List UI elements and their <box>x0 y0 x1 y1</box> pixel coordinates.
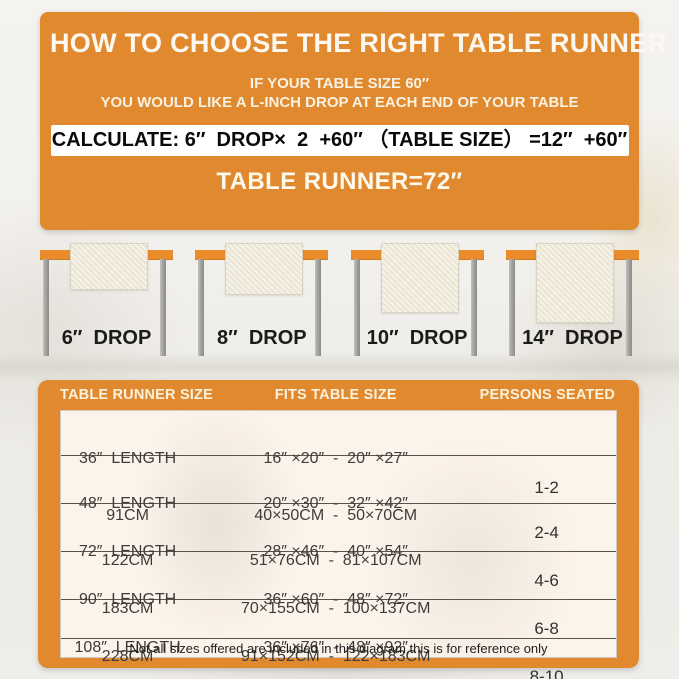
runner-size-cm: 183CM <box>101 600 154 617</box>
calculation-bar: CALCULATE: 6″ DROP× 2 +60″ （TABLE SIZE） … <box>50 125 629 156</box>
table-body: 36″ LENGTH 91CM 16″ ×20″ - 20″ ×27″ 40×5… <box>60 410 617 679</box>
table-row: 36″ LENGTH 91CM 16″ ×20″ - 20″ ×27″ 40×5… <box>61 411 616 524</box>
fits-table-cell: 20″ ×30″ - 32″ ×42″ 51×76CM - 81×107CM <box>194 456 477 608</box>
table-row: 48″ LENGTH 122CM 20″ ×30″ - 32″ ×42″ 51×… <box>61 456 616 569</box>
page-title: HOW TO CHOOSE THE RIGHT TABLE RUNNER <box>50 28 668 58</box>
table-diagram-14-drop: 14″ DROP <box>505 233 639 378</box>
drop-diagrams: 6″ DROP 8″ DROP 10″ DROP 14″ DROP <box>40 233 639 378</box>
table-leg-right <box>160 259 166 356</box>
table-diagram-10-drop: 10″ DROP <box>350 233 484 378</box>
footnote: Not all sizes offered are included in th… <box>129 641 548 656</box>
runner-size-inches: 72″ LENGTH <box>78 543 177 560</box>
background-floor-line <box>0 352 679 382</box>
runner-size-cell: 72″ LENGTH 183CM <box>61 504 194 656</box>
runner-size-inches: 108″ LENGTH <box>74 639 181 656</box>
table-row: 90″ LENGTH 228CM 36″ ×60″ - 48″ ×72″ 91×… <box>61 552 616 665</box>
runner-size-inches: 36″ LENGTH <box>78 450 177 467</box>
fits-inches: 20″ ×30″ - 32″ ×42″ <box>263 495 408 512</box>
fits-cm: 70×155CM - 100×137CM <box>240 600 431 617</box>
persons-seated-cell: 8-10 <box>529 666 564 679</box>
drop-label: 14″ DROP <box>522 327 623 349</box>
runner-drape <box>380 243 459 313</box>
table-leg-left <box>198 259 205 356</box>
fits-inches: 16″ ×20″ - 20″ ×27″ <box>263 450 408 467</box>
runner-size-cm: 228CM <box>101 648 154 665</box>
size-table-panel: TABLE RUNNER SIZE FITS TABLE SIZE PERSON… <box>38 380 639 679</box>
result-line: TABLE RUNNER=72″ <box>216 168 463 195</box>
fits-table-cell: 16″ ×20″ - 20″ ×27″ 40×50CM - 50×70CM <box>194 411 477 563</box>
subtitle-line-1: IF YOUR TABLE SIZE 60″ <box>249 75 430 92</box>
table-leg-left <box>508 259 515 356</box>
column-header-runner-size: TABLE RUNNER SIZE <box>60 387 213 403</box>
runner-size-cell: 48″ LENGTH 122CM <box>61 456 194 608</box>
runner-size-inches: 90″ LENGTH <box>78 591 177 608</box>
table-row: 108″ LENGTH 274CM 36″ ×76″ - 48″ ×92″ 91… <box>61 600 616 679</box>
fits-table-cell: 36″ ×76″ - 48″ ×92″ 91×193CM - 122×234CM <box>194 600 477 679</box>
table-leg-right <box>315 259 322 356</box>
fits-cm: 40×50CM - 50×70CM <box>254 507 418 524</box>
runner-size-cell: 36″ LENGTH 91CM <box>61 411 194 563</box>
fits-inches: 36″ ×76″ - 48″ ×92″ <box>263 639 408 656</box>
table-leg-left <box>43 259 49 356</box>
column-header-fits-table: FITS TABLE SIZE <box>274 387 397 403</box>
runner-drape <box>535 243 614 323</box>
column-header-persons: PERSONS SEATED <box>479 387 616 403</box>
drop-label: 8″ DROP <box>217 327 307 349</box>
table-row: 72″ LENGTH 183CM 28″ ×46″ - 40″ ×54″ 70×… <box>61 504 616 617</box>
table-leg-right <box>470 259 477 356</box>
persons-seated-cell: 6-8 <box>534 618 559 638</box>
fits-table-cell: 28″ ×46″ - 40″ ×54″ 70×155CM - 100×137CM <box>194 504 477 656</box>
table-leg-right <box>625 259 632 356</box>
table-diagram-8-drop: 8″ DROP <box>195 233 329 378</box>
fits-cm: 91×152CM - 122×183CM <box>240 648 431 665</box>
runner-drape <box>70 243 148 290</box>
drop-label: 10″ DROP <box>366 327 468 349</box>
table-header-row: TABLE RUNNER SIZE FITS TABLE SIZE PERSON… <box>38 380 639 410</box>
fits-cm: 51×76CM - 81×107CM <box>249 552 422 569</box>
fits-table-cell: 36″ ×60″ - 48″ ×72″ 91×152CM - 122×183CM <box>194 552 477 679</box>
drop-label: 6″ DROP <box>61 327 152 349</box>
table-leg-left <box>353 259 360 356</box>
header-panel: HOW TO CHOOSE THE RIGHT TABLE RUNNER IF … <box>40 12 668 230</box>
persons-seated-cell: 4-6 <box>534 570 559 590</box>
subtitle-line-2: YOU WOULD LIKE A L-INCH DROP AT EACH END… <box>100 94 579 111</box>
runner-size-cell: 108″ LENGTH 274CM <box>61 600 194 679</box>
persons-seated-cell: 1-2 <box>534 477 559 497</box>
persons-seated-cell: 2-4 <box>534 522 559 542</box>
runner-size-cm: 91CM <box>106 507 149 524</box>
fits-inches: 36″ ×60″ - 48″ ×72″ <box>263 591 408 608</box>
runner-drape <box>225 243 304 295</box>
runner-size-cm: 122CM <box>101 552 154 569</box>
fits-inches: 28″ ×46″ - 40″ ×54″ <box>263 543 408 560</box>
runner-size-inches: 48″ LENGTH <box>78 495 177 512</box>
table-diagram-6-drop: 6″ DROP <box>40 233 173 378</box>
runner-size-cell: 90″ LENGTH 228CM <box>61 552 194 679</box>
